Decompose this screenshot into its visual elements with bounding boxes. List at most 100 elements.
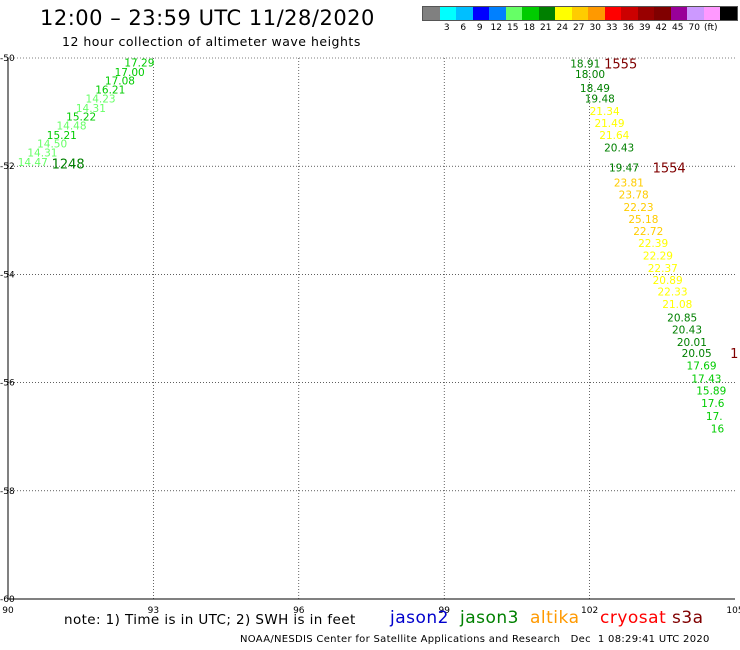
lon-tick-label: 93 xyxy=(148,606,159,616)
colorbar-label: 33 xyxy=(606,23,618,33)
wave-height-value: 20.89 xyxy=(653,275,683,287)
colorbar-label: 21 xyxy=(540,23,552,33)
wave-height-value: 17. xyxy=(706,411,723,423)
wave-height-value: 16 xyxy=(711,424,725,436)
lat-tick-label: -54 xyxy=(0,270,15,280)
lon-tick-label: 90 xyxy=(2,606,14,616)
colorbar-swatch xyxy=(439,7,456,20)
legend-jason3: jason3 xyxy=(460,608,519,628)
colorbar-swatch xyxy=(423,7,440,20)
footer-note: note: 1) Time is in UTC; 2) SWH is in fe… xyxy=(64,612,356,628)
wave-height-value: 23.81 xyxy=(614,177,644,189)
colorbar-swatch xyxy=(720,7,737,20)
wave-height-value: 18.91 xyxy=(570,58,600,70)
pass-time-label: 1 xyxy=(730,347,738,362)
colorbar-label: (ft) xyxy=(703,23,718,33)
lat-tick-label: -50 xyxy=(0,54,15,64)
wave-height-value: 17.6 xyxy=(701,398,725,410)
wave-height-value: 21.08 xyxy=(662,299,692,311)
page-subtitle: 12 hour collection of altimeter wave hei… xyxy=(62,34,361,49)
lon-tick-label: 99 xyxy=(438,606,450,616)
lat-tick-label: -52 xyxy=(0,162,15,172)
legend-jason2: jason2 xyxy=(390,608,449,628)
colorbar-label: 24 xyxy=(556,23,568,33)
wave-height-value: 18.00 xyxy=(575,69,605,81)
wave-height-value: 18.49 xyxy=(580,83,610,95)
colorbar-swatch xyxy=(538,7,555,20)
colorbar-label: 27 xyxy=(573,23,585,33)
colorbar-swatches xyxy=(422,6,738,21)
wave-height-value: 22.23 xyxy=(624,202,654,214)
colorbar-label: 36 xyxy=(622,23,634,33)
colorbar-label: 18 xyxy=(523,23,535,33)
wave-height-value: 17.29 xyxy=(124,57,154,69)
colorbar-swatch xyxy=(687,7,704,20)
colorbar-label: 70 xyxy=(688,23,700,33)
legend-cryosat: cryosat xyxy=(600,608,667,628)
wave-height-value: 21.34 xyxy=(590,106,620,118)
pass-time-label: 1248 xyxy=(52,157,85,172)
wave-height-value: 21.49 xyxy=(594,118,624,130)
wave-height-value: 15.21 xyxy=(47,130,77,142)
colorbar-label: 45 xyxy=(672,23,684,33)
legend-altika: altika xyxy=(530,608,580,628)
wave-height-value: 14.31 xyxy=(27,148,57,160)
lat-tick-label: -56 xyxy=(0,379,15,389)
colorbar-swatch xyxy=(505,7,522,20)
wave-height-value: 22.33 xyxy=(657,287,687,299)
wave-height-value: 17.00 xyxy=(115,67,145,79)
colorbar-swatch xyxy=(654,7,671,20)
colorbar-labels: 3 6 9 12 15 18 21 24 27 30 33 36 39 42 45 70 (ft) xyxy=(422,21,738,35)
wave-height-value: 20.43 xyxy=(672,325,702,337)
wave-height-value: 22.29 xyxy=(643,250,673,262)
wave-height-value: 25.18 xyxy=(628,214,658,226)
lon-tick-label: 105 xyxy=(726,606,740,616)
legend-s3a: s3a xyxy=(672,608,704,628)
colorbar-label: 12 xyxy=(490,23,502,33)
wave-height-value: 22.72 xyxy=(633,226,663,238)
wave-height-value: 20.85 xyxy=(667,313,697,325)
colorbar-swatch xyxy=(456,7,473,20)
colorbar-swatch xyxy=(621,7,638,20)
wave-height-value: 19.48 xyxy=(585,94,615,106)
wave-height-value: 17.69 xyxy=(687,360,717,372)
wave-height-value: 15.22 xyxy=(66,111,96,123)
wave-height-value: 20.43 xyxy=(604,142,634,154)
colorbar-label: 6 xyxy=(460,23,467,33)
colorbar-swatch xyxy=(670,7,687,20)
colorbar-swatch xyxy=(703,7,720,20)
wave-height-value: 14.31 xyxy=(76,103,106,115)
colorbar-label: 9 xyxy=(476,23,483,33)
wave-height-value: 14.48 xyxy=(56,121,86,133)
credit-line: NOAA/NESDIS Center for Satellite Applica… xyxy=(240,634,710,645)
wave-height-value: 20.05 xyxy=(682,348,712,360)
wave-height-value: 16.21 xyxy=(95,84,125,96)
lon-tick-label: 102 xyxy=(581,606,598,616)
wave-height-value: 20.01 xyxy=(677,337,707,349)
wave-height-value: 14.47 xyxy=(18,157,48,169)
wave-height-value: 17.08 xyxy=(105,76,135,88)
colorbar-swatch xyxy=(472,7,489,20)
wave-height-value: 21.64 xyxy=(599,130,629,142)
colorbar-swatch xyxy=(555,7,572,20)
colorbar-swatch xyxy=(637,7,654,20)
wave-height-colorbar: 3 6 9 12 15 18 21 24 27 30 33 36 39 42 45 70 (ft) xyxy=(422,6,738,35)
lon-tick-label: 96 xyxy=(293,606,305,616)
wave-height-value: 14.50 xyxy=(37,138,67,150)
lat-tick-label: -58 xyxy=(0,487,15,497)
pass-time-label: 1554 xyxy=(653,161,686,176)
colorbar-label: 30 xyxy=(589,23,601,33)
wave-height-value: 22.37 xyxy=(648,263,678,275)
colorbar-swatch xyxy=(604,7,621,20)
wave-height-value: 17.43 xyxy=(691,373,721,385)
wave-height-value: 15.89 xyxy=(696,386,726,398)
pass-time-label: 1555 xyxy=(604,57,637,72)
wave-height-value: 22.39 xyxy=(638,238,668,250)
wave-height-value: 19.47 xyxy=(609,162,639,174)
wave-height-value: 23.78 xyxy=(619,189,649,201)
wave-height-value: 14.23 xyxy=(86,94,116,106)
colorbar-swatch xyxy=(571,7,588,20)
colorbar-swatch xyxy=(588,7,605,20)
colorbar-label: 3 xyxy=(443,23,450,33)
